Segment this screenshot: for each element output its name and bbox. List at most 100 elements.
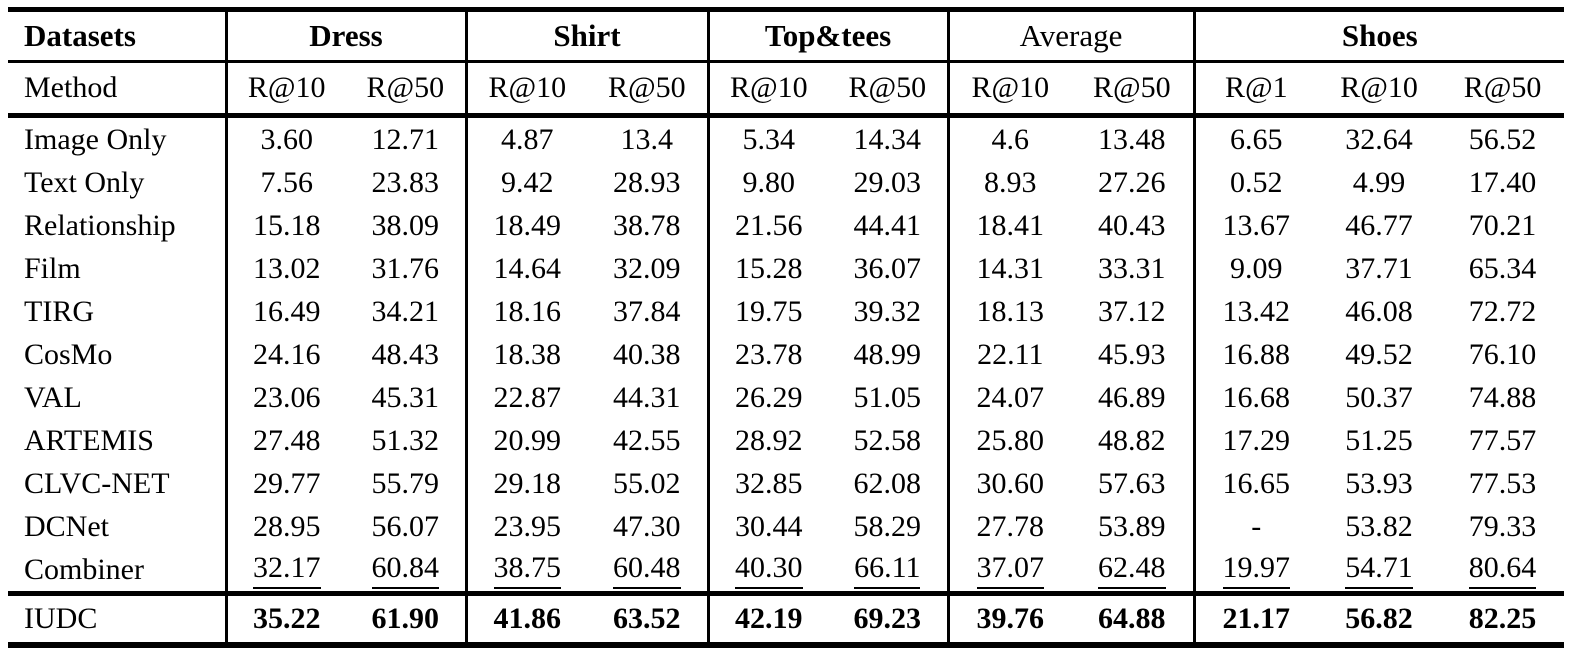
header-row-datasets: Datasets Dress Shirt Top&tees Average Sh…: [8, 9, 1565, 63]
value-cell: 39.32: [828, 290, 948, 333]
metric-value: 22.11: [977, 337, 1044, 371]
metric-header: R@50: [828, 61, 949, 118]
value-cell: 56.82: [1317, 591, 1442, 645]
value-cell: 13.48: [1071, 116, 1194, 162]
value-cell: 35.22: [224, 591, 346, 645]
metric-value: 12.71: [371, 122, 440, 156]
metric-value: 18.13: [976, 294, 1045, 328]
value-cell: 74.88: [1441, 376, 1564, 419]
value-cell: 52.58: [828, 419, 948, 462]
value-cell: 14.64: [464, 247, 588, 290]
metric-value: 23.78: [735, 337, 803, 371]
metric-value: 52.58: [853, 423, 922, 457]
table-row: ARTEMIS 27.48 51.32 20.99 42.55 28.92 52.58 25.…: [8, 419, 1564, 462]
metric-value: 25.80: [976, 423, 1045, 457]
metric-value: 27.48: [253, 423, 321, 457]
value-cell: 23.78: [706, 333, 829, 376]
metric-value: 3.60: [260, 122, 314, 156]
value-cell: 39.76: [946, 591, 1072, 645]
metric-value: 13.02: [253, 251, 321, 285]
value-cell: 38.75: [464, 548, 588, 594]
value-cell: 47.30: [587, 505, 708, 548]
value-cell: 24.07: [946, 376, 1072, 419]
method-name-cell: CLVC-NET: [24, 466, 170, 500]
table-row: TIRG 16.49 34.21 18.16 37.84 19.75 39.32 18.13 3…: [8, 290, 1564, 333]
metric-value: 24.07: [976, 380, 1045, 414]
value-cell: 66.11: [828, 548, 948, 594]
table-row: DCNet 28.95 56.07 23.95 47.30 30.44 58.29 27.78…: [8, 505, 1564, 548]
metric-value: 45.93: [1098, 337, 1166, 371]
metric-value: 53.89: [1098, 509, 1166, 543]
value-cell: 24.16: [224, 333, 346, 376]
value-cell: 22.87: [464, 376, 588, 419]
metric-value: 34.21: [371, 294, 440, 328]
method-name-cell: VAL: [24, 380, 82, 414]
metric-value: 21.17: [1222, 602, 1291, 635]
value-cell: 40.43: [1071, 204, 1194, 247]
metric-value: 56.52: [1468, 122, 1537, 156]
metric-value: 17.40: [1468, 165, 1537, 199]
value-cell: 37.84: [587, 290, 708, 333]
value-cell: 16.65: [1192, 462, 1318, 505]
value-cell: 77.57: [1441, 419, 1564, 462]
value-cell: 22.11: [946, 333, 1072, 376]
metric-value: 28.92: [735, 423, 803, 457]
value-cell: 79.33: [1441, 505, 1564, 548]
table-row: CLVC-NET 29.77 55.79 29.18 55.02 32.85 62.08 30…: [8, 462, 1564, 505]
metric-value: 13.42: [1222, 294, 1291, 328]
value-cell: 45.93: [1071, 333, 1194, 376]
group-header-dress: Dress: [224, 9, 467, 63]
metric-value: 39.76: [976, 602, 1045, 635]
metric-value: 40.43: [1098, 208, 1166, 242]
value-cell: 28.92: [706, 419, 829, 462]
value-cell: 0.52: [1192, 161, 1318, 204]
metric-value: 28.95: [253, 509, 321, 543]
value-cell: 34.21: [346, 290, 466, 333]
value-cell: 54.71: [1317, 548, 1441, 594]
metric-value: 38.78: [613, 208, 681, 242]
value-cell: 56.07: [346, 505, 466, 548]
value-cell: 23.83: [346, 161, 466, 204]
value-cell: 4.6: [946, 115, 1072, 161]
metric-value: 51.25: [1345, 423, 1413, 457]
metric-value: 61.90: [371, 602, 440, 635]
value-cell: 80.64: [1441, 548, 1564, 594]
metric-value: 50.37: [1345, 380, 1413, 414]
metric-value: 26.29: [735, 380, 803, 414]
value-cell: 16.49: [224, 290, 346, 333]
value-cell: 63.52: [587, 591, 709, 645]
value-cell: 18.38: [464, 333, 588, 376]
table-row: Film 13.02 31.76 14.64 32.09 15.28 36.07 14.31 3…: [8, 247, 1564, 290]
value-cell: 48.43: [346, 333, 466, 376]
metric-value: 77.57: [1468, 423, 1537, 457]
metric-value: 35.22: [253, 602, 321, 635]
value-cell: 4.87: [464, 115, 588, 161]
metric-value: 42.55: [613, 423, 681, 457]
value-cell: 9.42: [464, 161, 588, 204]
value-cell: 53.82: [1317, 505, 1441, 548]
value-cell: 45.31: [346, 376, 466, 419]
group-header-shirt: Shirt: [464, 9, 709, 63]
metric-header: R@50: [346, 61, 467, 118]
value-cell: 18.13: [946, 290, 1072, 333]
value-cell: 40.38: [587, 333, 708, 376]
value-cell: 38.78: [587, 204, 708, 247]
group-header-toptees: Top&tees: [706, 9, 949, 63]
group-header-shoes: Shoes: [1192, 9, 1565, 63]
metric-value: 62.48: [1098, 552, 1166, 589]
header-row-metrics: Method R@10 R@50 R@10 R@50 R@10 R@50 R@1…: [8, 61, 1565, 118]
metric-value: 40.30: [735, 552, 803, 589]
value-cell: 28.95: [224, 505, 346, 548]
metric-value: 57.63: [1098, 466, 1166, 500]
metric-value: 18.16: [493, 294, 562, 328]
method-name-cell: Image Only: [24, 122, 167, 156]
metric-value: 16.88: [1222, 337, 1291, 371]
value-cell: 16.88: [1192, 333, 1318, 376]
value-cell: 20.99: [464, 419, 588, 462]
value-cell: 32.85: [706, 462, 829, 505]
value-cell: 25.80: [946, 419, 1072, 462]
value-cell: 49.52: [1317, 333, 1441, 376]
value-cell: 5.34: [706, 115, 829, 161]
value-cell: 61.90: [346, 591, 467, 645]
value-cell: 32.17: [224, 548, 346, 594]
